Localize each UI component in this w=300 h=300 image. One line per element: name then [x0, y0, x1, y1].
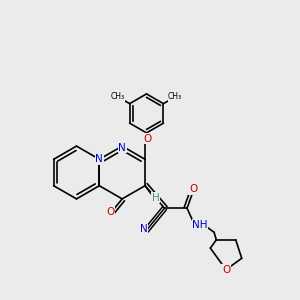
Text: O: O — [143, 134, 152, 144]
Text: N: N — [140, 224, 147, 234]
Text: O: O — [106, 207, 114, 217]
Text: N: N — [118, 142, 126, 153]
Text: O: O — [189, 184, 197, 194]
Text: CH₃: CH₃ — [168, 92, 182, 101]
Text: H: H — [152, 193, 159, 203]
Text: N: N — [95, 154, 103, 164]
Text: O: O — [222, 265, 230, 275]
Text: NH: NH — [192, 220, 208, 230]
Text: CH₃: CH₃ — [111, 92, 125, 101]
